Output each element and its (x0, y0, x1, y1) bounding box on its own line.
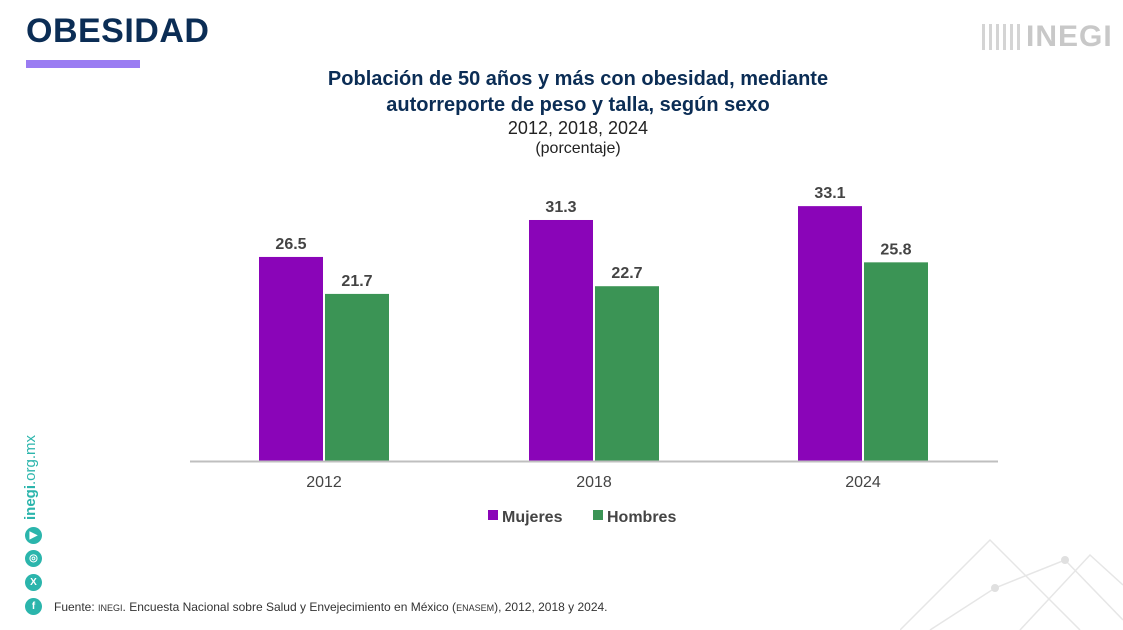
logo-text: INEGI (1026, 20, 1113, 53)
inegi-logo: INEGI (982, 20, 1113, 54)
chart-title-line1: Población de 50 años y más con obesidad,… (327, 68, 829, 90)
data-label: 33.1 (814, 185, 845, 202)
website-link[interactable]: inegi.org.mx (22, 435, 39, 520)
source-org: INEGI (98, 603, 123, 613)
bar-hombres-2024 (864, 262, 928, 461)
data-label: 26.5 (275, 236, 306, 253)
bar-mujeres-2024 (798, 206, 862, 461)
x-tick-label: 2024 (845, 474, 881, 491)
logo-mark-icon (982, 24, 1022, 50)
legend-label-mujeres: Mujeres (502, 509, 563, 526)
bar-mujeres-2012 (259, 256, 323, 461)
instagram-icon[interactable]: ◎ (25, 550, 42, 567)
bar-mujeres-2018 (529, 219, 593, 461)
chart-subtitle: 2012, 2018, 2024 (507, 118, 649, 138)
bar-hombres-2018 (595, 286, 659, 461)
data-label: 22.7 (611, 265, 642, 282)
x-tick-label: 2012 (306, 474, 342, 491)
source-text2: ), 2012, 2018 y 2024. (494, 600, 608, 614)
url-rest: .org.mx (22, 434, 39, 485)
legend-label-hombres: Hombres (607, 509, 676, 526)
url-bold: inegi (22, 484, 39, 520)
chart-title-line2: autorreporte de peso y talla, según sexo (386, 94, 770, 116)
legend-swatch-mujeres (488, 510, 498, 520)
facebook-icon[interactable]: f (25, 598, 42, 615)
source-note: Fuente: INEGI. Encuesta Nacional sobre S… (54, 600, 608, 614)
data-label: 21.7 (341, 273, 372, 290)
decorative-lines (900, 538, 1123, 630)
source-text1: . Encuesta Nacional sobre Salud y Enveje… (122, 600, 457, 614)
legend-swatch-hombres (593, 510, 603, 520)
data-label: 25.8 (880, 241, 911, 258)
data-label: 31.3 (545, 199, 576, 216)
chart-unit: (porcentaje) (535, 140, 621, 157)
source-prefix: Fuente: (54, 600, 99, 614)
x-tick-label: 2018 (576, 474, 612, 491)
youtube-icon[interactable]: ▶ (25, 527, 42, 544)
source-abbr: ENASEM (456, 603, 495, 613)
page-title: OBESIDAD (26, 12, 210, 50)
chart-title: Población de 50 años y más con obesidad,… (0, 66, 1123, 118)
x-icon[interactable]: X (25, 574, 42, 591)
bar-hombres-2012 (325, 293, 389, 461)
title-underline (26, 60, 140, 68)
